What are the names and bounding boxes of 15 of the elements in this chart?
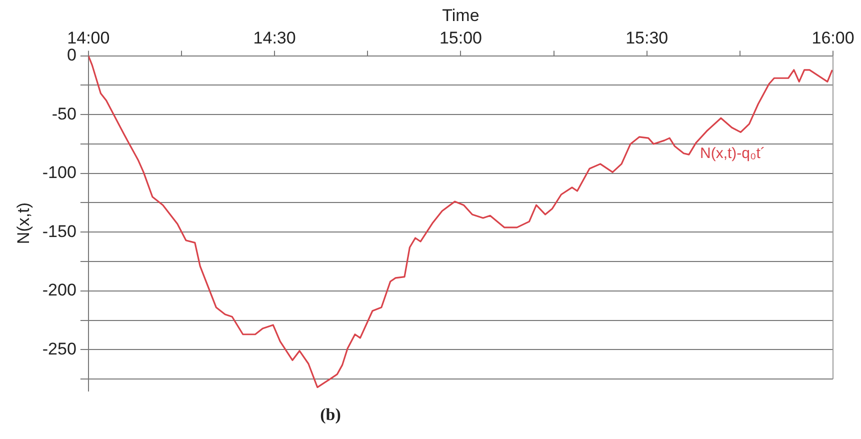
annotation: N(x,t)-q₀t´ <box>700 145 766 162</box>
x-tick-label: 15:00 <box>439 28 482 48</box>
x-tick-label: 15:30 <box>626 28 668 48</box>
text: (b) <box>320 405 341 424</box>
y-tick-label: -250 <box>42 339 76 358</box>
y-axis-title: N(x,t) <box>14 202 33 244</box>
y-tick-label: -50 <box>52 104 76 124</box>
x-tick-label: 14:00 <box>67 28 110 48</box>
y-tick-label: -100 <box>42 163 76 182</box>
y-tick-label: -150 <box>42 222 76 241</box>
y-tick-label: 0 <box>66 45 76 64</box>
x-tick-label: 14:30 <box>253 28 296 48</box>
y-tick-label: -200 <box>42 280 76 300</box>
x-axis-title: Time <box>442 6 480 25</box>
x-tick-label: 16:00 <box>812 28 854 48</box>
